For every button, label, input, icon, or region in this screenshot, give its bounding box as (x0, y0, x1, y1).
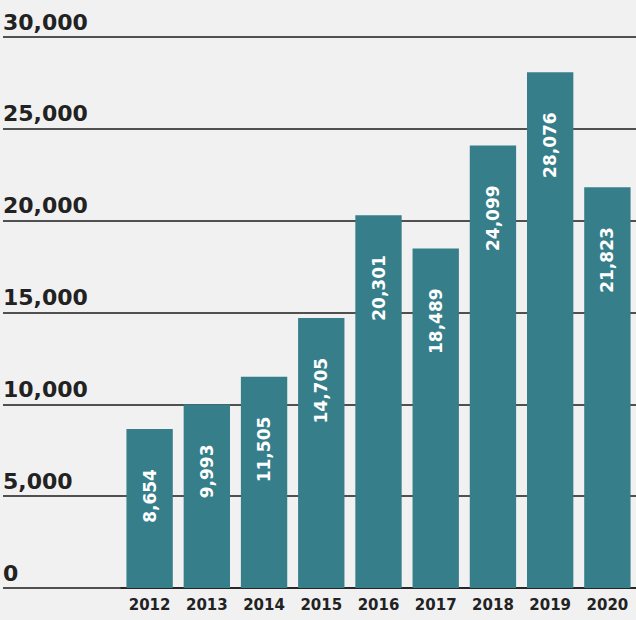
svg-text:20,000: 20,000 (3, 193, 88, 218)
svg-text:2013: 2013 (186, 596, 228, 614)
svg-text:24,099: 24,099 (483, 185, 503, 251)
svg-text:5,000: 5,000 (3, 469, 73, 494)
svg-text:25,000: 25,000 (3, 101, 88, 126)
svg-text:10,000: 10,000 (3, 377, 88, 402)
svg-text:11,505: 11,505 (254, 417, 274, 483)
svg-text:18,489: 18,489 (426, 288, 446, 354)
svg-text:15,000: 15,000 (3, 285, 88, 310)
svg-text:2019: 2019 (529, 596, 571, 614)
svg-text:2015: 2015 (300, 596, 342, 614)
svg-text:2018: 2018 (472, 596, 514, 614)
svg-text:2017: 2017 (415, 596, 457, 614)
svg-text:9,993: 9,993 (197, 444, 217, 498)
svg-text:8,654: 8,654 (140, 469, 160, 523)
svg-text:14,705: 14,705 (311, 358, 331, 424)
svg-text:21,823: 21,823 (597, 227, 617, 293)
svg-text:30,000: 30,000 (3, 10, 88, 35)
svg-text:0: 0 (3, 561, 18, 586)
svg-text:28,076: 28,076 (540, 112, 560, 178)
svg-text:2014: 2014 (243, 596, 285, 614)
svg-text:2012: 2012 (129, 596, 171, 614)
svg-text:2020: 2020 (587, 596, 629, 614)
svg-text:2016: 2016 (358, 596, 400, 614)
svg-text:20,301: 20,301 (369, 255, 389, 321)
